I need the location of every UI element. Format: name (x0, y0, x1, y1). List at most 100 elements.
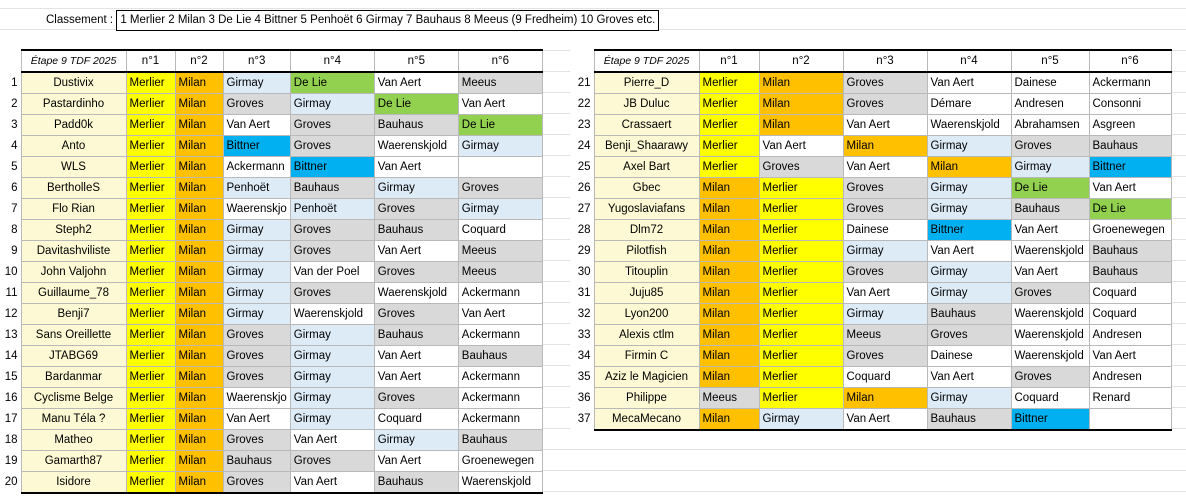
pick-cell-2[interactable]: Milan (174, 450, 224, 472)
player-name-cell[interactable]: BertholleS (20, 177, 127, 199)
pick-cell-1[interactable]: Merlier (125, 303, 176, 325)
pick-cell-6[interactable]: De Lie (457, 114, 543, 136)
pick-cell-5[interactable]: Groves (1010, 366, 1090, 388)
pick-cell-5[interactable]: Girmay (373, 429, 459, 451)
pick-cell-1[interactable]: Merlier (125, 177, 176, 199)
pick-header-4[interactable]: n°4 (289, 49, 375, 73)
pick-cell-3[interactable]: Van Aert (842, 282, 928, 304)
pick-cell-1[interactable]: Merlier (698, 156, 760, 178)
pick-cell-2[interactable]: Merlier (758, 387, 844, 409)
pick-cell-1[interactable]: Merlier (125, 408, 176, 430)
pick-cell-4[interactable]: Milan (926, 156, 1012, 178)
pick-cell-3[interactable]: Girmay (842, 303, 928, 325)
pick-cell-1[interactable]: Merlier (125, 198, 176, 220)
pick-cell-4[interactable]: Van Aert (926, 71, 1012, 94)
pick-cell-6[interactable]: Van Aert (1088, 177, 1172, 199)
pick-cell-6[interactable]: Van Aert (457, 303, 543, 325)
pick-cell-1[interactable]: Milan (698, 345, 760, 367)
player-name-cell[interactable]: John Valjohn (20, 261, 127, 283)
pick-cell-4[interactable]: Groves (289, 240, 375, 262)
pick-cell-4[interactable]: De Lie (289, 71, 375, 94)
pick-cell-1[interactable]: Merlier (125, 240, 176, 262)
pick-cell-3[interactable]: Van Aert (222, 408, 291, 430)
pick-cell-2[interactable]: Merlier (758, 177, 844, 199)
pick-cell-1[interactable]: Merlier (125, 324, 176, 346)
stage-header[interactable]: Étape 9 TDF 2025 (593, 49, 700, 73)
player-name-cell[interactable]: Axel Bart (593, 156, 700, 178)
player-name-cell[interactable]: Dustivix (20, 71, 127, 94)
pick-cell-6[interactable]: Andresen (1088, 366, 1172, 388)
pick-cell-2[interactable]: Milan (174, 156, 224, 178)
pick-cell-4[interactable]: Van Aert (289, 471, 375, 494)
pick-cell-2[interactable]: Van Aert (758, 135, 844, 157)
pick-cell-3[interactable]: Penhoët (222, 177, 291, 199)
pick-cell-5[interactable]: Groves (373, 387, 459, 409)
pick-cell-6[interactable]: Groenewegen (457, 450, 543, 472)
pick-cell-5[interactable]: Coquard (1010, 387, 1090, 409)
pick-cell-1[interactable]: Milan (698, 408, 760, 431)
pick-cell-5[interactable]: Bauhaus (373, 471, 459, 494)
pick-cell-6[interactable]: Meeus (457, 71, 543, 94)
pick-cell-3[interactable]: Van Aert (842, 156, 928, 178)
pick-cell-6[interactable]: Van Aert (1088, 345, 1172, 367)
pick-cell-5[interactable]: Abrahamsen (1010, 114, 1090, 136)
pick-cell-3[interactable]: Waerenskjo (222, 198, 291, 220)
player-name-cell[interactable]: Anto (20, 135, 127, 157)
pick-cell-3[interactable]: Girmay (222, 282, 291, 304)
pick-cell-5[interactable]: Bauhaus (373, 114, 459, 136)
player-name-cell[interactable]: Matheo (20, 429, 127, 451)
pick-cell-5[interactable]: Bauhaus (1010, 198, 1090, 220)
pick-cell-2[interactable]: Merlier (758, 324, 844, 346)
player-name-cell[interactable]: Titouplin (593, 261, 700, 283)
pick-cell-1[interactable]: Merlier (125, 282, 176, 304)
pick-cell-2[interactable]: Milan (174, 366, 224, 388)
pick-cell-5[interactable]: Waerenskjold (1010, 345, 1090, 367)
pick-cell-1[interactable]: Milan (698, 282, 760, 304)
pick-cell-6[interactable]: Groves (457, 177, 543, 199)
pick-cell-3[interactable]: Milan (842, 135, 928, 157)
pick-cell-4[interactable]: Van Aert (926, 240, 1012, 262)
pick-cell-2[interactable]: Milan (174, 261, 224, 283)
player-name-cell[interactable]: Dlm72 (593, 219, 700, 241)
pick-cell-5[interactable]: Van Aert (373, 450, 459, 472)
pick-cell-2[interactable]: Milan (174, 135, 224, 157)
player-name-cell[interactable]: JB Duluc (593, 93, 700, 115)
pick-cell-4[interactable]: Waerenskjold (926, 114, 1012, 136)
pick-cell-2[interactable]: Milan (174, 324, 224, 346)
pick-cell-5[interactable]: Van Aert (1010, 219, 1090, 241)
player-name-cell[interactable]: Pilotfish (593, 240, 700, 262)
pick-cell-6[interactable]: Bauhaus (457, 429, 543, 451)
pick-cell-3[interactable]: Groves (842, 345, 928, 367)
player-name-cell[interactable]: Benji7 (20, 303, 127, 325)
pick-cell-6[interactable]: Asgreen (1088, 114, 1172, 136)
pick-cell-3[interactable]: Groves (222, 345, 291, 367)
pick-cell-5[interactable]: Van Aert (373, 240, 459, 262)
pick-cell-4[interactable]: Van der Poel (289, 261, 375, 283)
pick-header-1[interactable]: n°1 (698, 49, 760, 73)
player-name-cell[interactable]: Pastardinho (20, 93, 127, 115)
pick-header-2[interactable]: n°2 (758, 49, 844, 73)
pick-cell-2[interactable]: Milan (174, 177, 224, 199)
player-name-cell[interactable]: Davitashviliste (20, 240, 127, 262)
player-name-cell[interactable]: Aziz le Magicien (593, 366, 700, 388)
pick-cell-3[interactable]: Groves (222, 429, 291, 451)
pick-cell-6[interactable]: Van Aert (457, 93, 543, 115)
pick-cell-2[interactable]: Milan (174, 71, 224, 94)
player-name-cell[interactable]: Guillaume_78 (20, 282, 127, 304)
pick-cell-1[interactable]: Milan (698, 177, 760, 199)
pick-cell-5[interactable]: De Lie (373, 93, 459, 115)
pick-cell-4[interactable]: Bittner (926, 219, 1012, 241)
pick-header-4[interactable]: n°4 (926, 49, 1012, 73)
pick-cell-4[interactable]: Girmay (289, 345, 375, 367)
pick-cell-6[interactable]: Meeus (457, 261, 543, 283)
pick-cell-1[interactable]: Merlier (125, 450, 176, 472)
pick-cell-3[interactable]: Groves (842, 93, 928, 115)
player-name-cell[interactable]: Firmin C (593, 345, 700, 367)
pick-cell-4[interactable]: Groves (926, 324, 1012, 346)
pick-cell-6[interactable]: Bittner (1088, 156, 1172, 178)
pick-cell-2[interactable]: Milan (758, 71, 844, 94)
pick-cell-5[interactable]: Groves (373, 303, 459, 325)
pick-cell-3[interactable]: Girmay (222, 261, 291, 283)
pick-cell-3[interactable]: Van Aert (842, 114, 928, 136)
pick-cell-2[interactable]: Milan (174, 345, 224, 367)
